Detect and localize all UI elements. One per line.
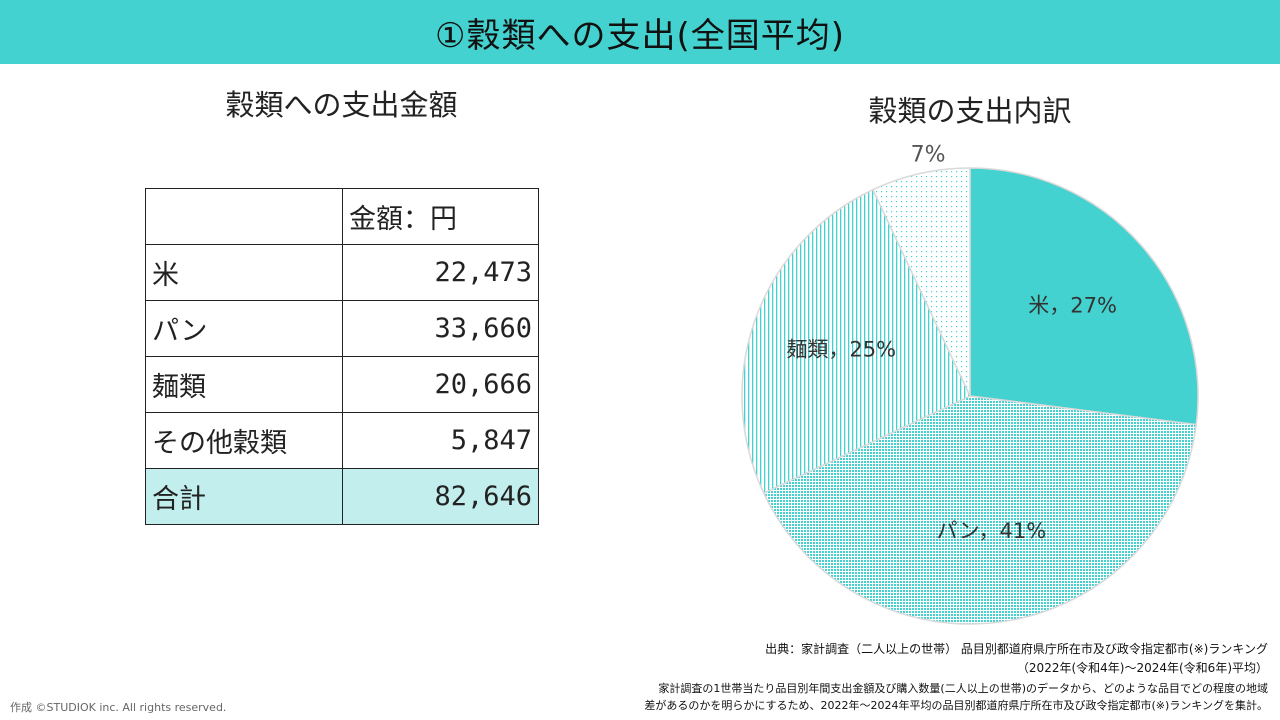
chart-title: 穀類の支出内訳 bbox=[868, 94, 1072, 128]
column-header: 金額：円 bbox=[342, 188, 539, 245]
source-citation: 出典：家計調査（二人以上の世帯） 品目別都道府県庁所在市及び政令指定都市(※)ラ… bbox=[765, 640, 1268, 678]
pie-slice-3 bbox=[741, 188, 971, 495]
source-line-2: （2022年(令和4年)～2024年(令和6年)平均） bbox=[1016, 661, 1268, 675]
row-label: 麺類 bbox=[145, 356, 343, 413]
row-value: 33,660 bbox=[342, 300, 539, 357]
table-title: 穀類への支出金額 bbox=[225, 88, 458, 122]
source-line-1: 出典：家計調査（二人以上の世帯） 品目別都道府県庁所在市及び政令指定都市(※)ラ… bbox=[765, 642, 1268, 656]
pie-slice-1 bbox=[969, 167, 1199, 426]
copyright-credit: 作成 ©STUDIOK inc. All rights reserved. bbox=[10, 701, 227, 714]
table-row: パン 33,660 bbox=[145, 300, 539, 357]
header-bar: ①穀類への支出(全国平均) bbox=[0, 0, 1280, 64]
total-value: 82,646 bbox=[342, 468, 539, 525]
pie-chart: 米，27% パン，41% 麺類，25% その他穀類，7% bbox=[741, 140, 1199, 625]
method-note: 家計調査の1世帯当たり品目別年間支出金額及び購入数量(二人以上の世帯)のデータか… bbox=[644, 680, 1268, 714]
row-label: 米 bbox=[145, 244, 343, 301]
row-value: 22,473 bbox=[342, 244, 539, 301]
pie-slice-label-2: パン，41% bbox=[937, 519, 1047, 543]
pie-slice-label-4: その他穀類，7% bbox=[862, 140, 994, 168]
total-row: 合計 82,646 bbox=[145, 468, 539, 525]
header-empty-cell bbox=[145, 188, 343, 245]
pie-slice-2 bbox=[762, 395, 1198, 625]
total-label: 合計 bbox=[145, 468, 343, 525]
pie-slice-label-3: 麺類，25% bbox=[786, 338, 896, 362]
row-value: 5,847 bbox=[342, 412, 539, 469]
amount-table: 金額：円 米 22,473 パン 33,660 麺類 20,666 その他穀類 … bbox=[145, 188, 539, 525]
row-label: パン bbox=[145, 300, 343, 357]
table-row: 米 22,473 bbox=[145, 244, 539, 301]
table-row: その他穀類 5,847 bbox=[145, 412, 539, 469]
page-title: ①穀類への支出(全国平均) bbox=[434, 15, 845, 56]
table-header-row: 金額：円 bbox=[145, 188, 539, 245]
note-line-2: 差があるのかを明らかにするため、2022年～2024年平均の品目別都道府県庁所在… bbox=[644, 699, 1268, 712]
row-value: 20,666 bbox=[342, 356, 539, 413]
pie-slice-4 bbox=[871, 167, 971, 397]
note-line-1: 家計調査の1世帯当たり品目別年間支出金額及び購入数量(二人以上の世帯)のデータか… bbox=[658, 682, 1268, 695]
pie-slice-label-1: 米，27% bbox=[1028, 294, 1117, 318]
table-row: 麺類 20,666 bbox=[145, 356, 539, 413]
row-label: その他穀類 bbox=[145, 412, 343, 469]
